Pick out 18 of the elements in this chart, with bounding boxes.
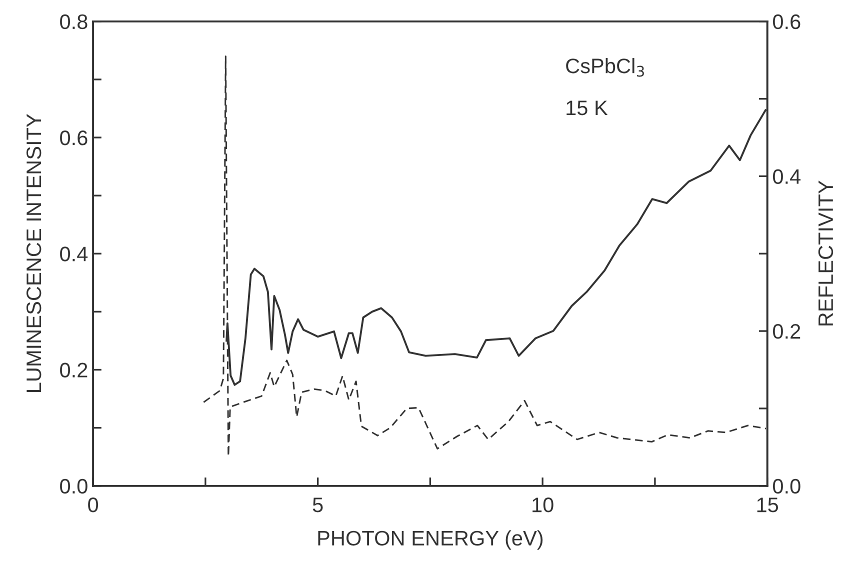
- x-tick-label: 15: [757, 498, 778, 512]
- x-axis-title: PHOTON ENERGY (eV): [318, 530, 543, 550]
- y-tick-label: 0.4: [60, 246, 88, 262]
- y-tick-label: 0.6: [60, 130, 88, 146]
- y2-tick-label: 0.6: [772, 14, 800, 30]
- x-tick-label: 5: [312, 498, 323, 512]
- y2-axis-title: REFLECTIVITY: [818, 180, 834, 326]
- y-tick-label: 0.0: [60, 478, 88, 494]
- annotation: CsPbCl$_{3}$: [566, 58, 644, 77]
- y2-tick-label: 0.0: [772, 478, 800, 494]
- x-tick-label: 10: [532, 498, 554, 512]
- annotation: 15 K: [566, 100, 608, 116]
- y-tick-label: 0.2: [60, 362, 88, 378]
- y-axis-title: LUMINESCENCE INTENSITY: [26, 114, 42, 392]
- y-tick-label: 0.8: [60, 14, 88, 30]
- x-tick-label: 0: [88, 498, 98, 512]
- y2-tick-label: 0.2: [772, 324, 800, 339]
- y2-tick-label: 0.4: [772, 169, 801, 184]
